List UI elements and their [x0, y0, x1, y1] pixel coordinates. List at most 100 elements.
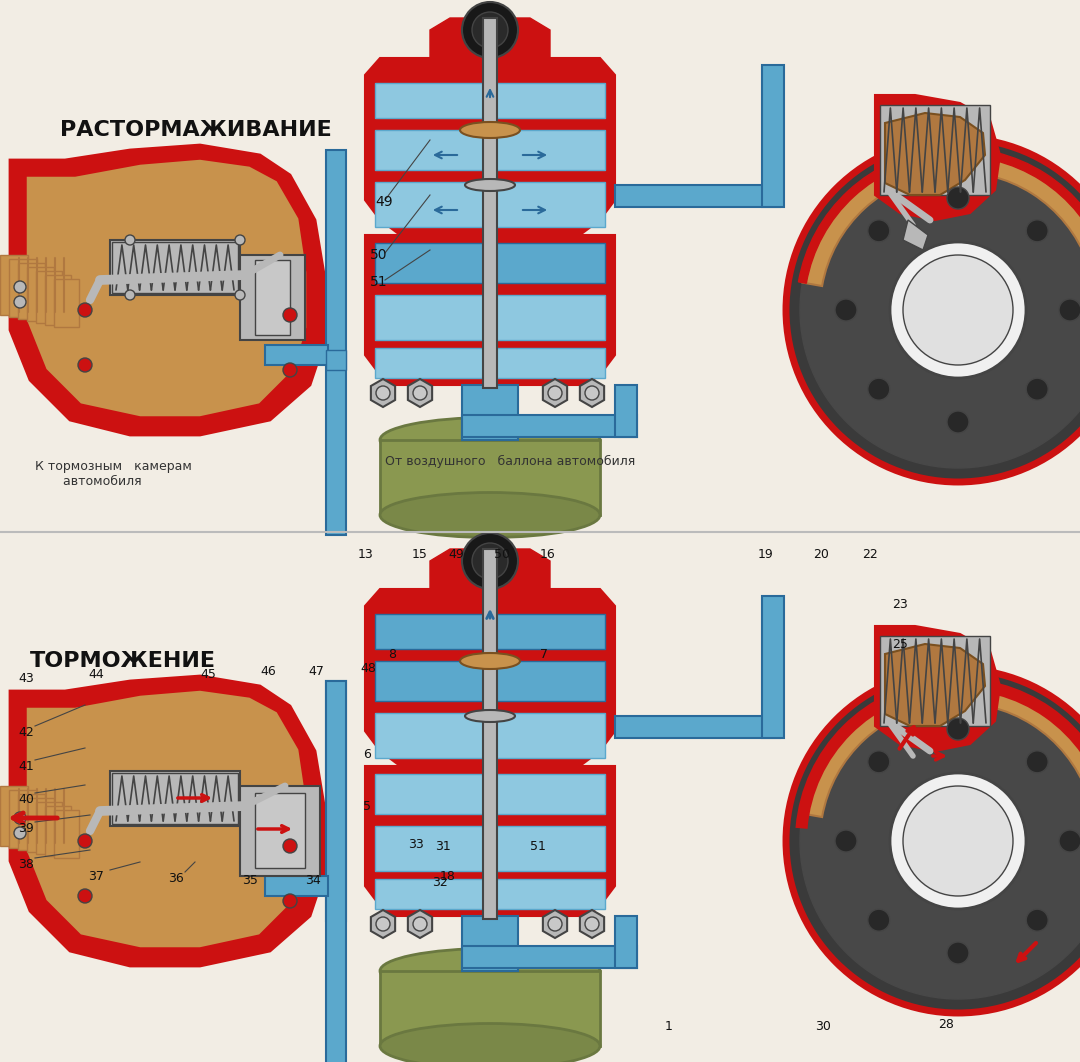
- Text: 16: 16: [540, 548, 556, 561]
- Bar: [483, 18, 497, 388]
- Bar: [380, 440, 600, 515]
- Bar: [462, 917, 518, 971]
- Circle shape: [472, 12, 508, 48]
- Bar: [265, 876, 328, 896]
- Circle shape: [283, 839, 297, 853]
- Text: 40: 40: [18, 793, 33, 806]
- Bar: [375, 243, 605, 282]
- Circle shape: [947, 411, 969, 433]
- Bar: [326, 350, 346, 370]
- Polygon shape: [408, 379, 432, 407]
- Text: 8: 8: [388, 648, 396, 661]
- Text: К тормозным   камерам
       автомобиля: К тормозным камерам автомобиля: [35, 460, 192, 489]
- Circle shape: [14, 812, 26, 824]
- Bar: [110, 771, 240, 826]
- Ellipse shape: [460, 122, 519, 138]
- Circle shape: [903, 786, 1013, 896]
- Bar: [375, 774, 605, 813]
- Polygon shape: [10, 676, 325, 966]
- Circle shape: [14, 296, 26, 308]
- Polygon shape: [18, 794, 45, 850]
- Circle shape: [1059, 299, 1080, 321]
- Text: 43: 43: [18, 672, 33, 685]
- Bar: [375, 182, 605, 227]
- Ellipse shape: [465, 179, 515, 191]
- Circle shape: [890, 242, 1026, 378]
- Polygon shape: [543, 379, 567, 407]
- Wedge shape: [798, 148, 1080, 284]
- Polygon shape: [365, 235, 615, 386]
- Circle shape: [868, 751, 890, 773]
- Text: 33: 33: [408, 838, 423, 851]
- Text: РАСТОРМАЖИВАНИЕ: РАСТОРМАЖИВАНИЕ: [60, 120, 332, 140]
- Bar: [326, 681, 346, 921]
- Polygon shape: [365, 766, 615, 917]
- Circle shape: [1026, 909, 1049, 931]
- Polygon shape: [370, 379, 395, 407]
- Polygon shape: [25, 689, 308, 949]
- Bar: [326, 150, 346, 535]
- Circle shape: [78, 358, 92, 372]
- Polygon shape: [580, 379, 604, 407]
- Text: 37: 37: [87, 870, 104, 883]
- Text: 7: 7: [540, 648, 548, 661]
- Polygon shape: [885, 644, 985, 726]
- Bar: [240, 255, 305, 340]
- Circle shape: [835, 299, 858, 321]
- Text: 51: 51: [530, 840, 545, 853]
- Text: 5: 5: [363, 800, 372, 813]
- Polygon shape: [0, 255, 28, 315]
- Polygon shape: [27, 798, 54, 852]
- Bar: [110, 240, 240, 295]
- Text: 20: 20: [813, 548, 828, 561]
- Polygon shape: [45, 275, 70, 325]
- Bar: [462, 415, 637, 436]
- Bar: [615, 185, 780, 207]
- Bar: [240, 786, 320, 876]
- Wedge shape: [802, 683, 1080, 817]
- Circle shape: [835, 830, 858, 852]
- Wedge shape: [797, 679, 1080, 827]
- Circle shape: [283, 894, 297, 908]
- Bar: [880, 636, 990, 726]
- Polygon shape: [18, 263, 45, 319]
- Bar: [375, 661, 605, 701]
- Bar: [375, 879, 605, 909]
- Bar: [615, 917, 637, 967]
- Circle shape: [868, 909, 890, 931]
- Bar: [462, 946, 637, 967]
- Circle shape: [14, 827, 26, 839]
- Circle shape: [890, 773, 1026, 909]
- Bar: [380, 971, 600, 1046]
- Polygon shape: [54, 279, 79, 327]
- Bar: [880, 105, 990, 195]
- Polygon shape: [365, 58, 615, 235]
- Text: 18: 18: [440, 870, 456, 883]
- Circle shape: [462, 533, 518, 589]
- Circle shape: [14, 281, 26, 293]
- Polygon shape: [365, 589, 615, 766]
- Circle shape: [472, 543, 508, 579]
- Polygon shape: [9, 790, 37, 847]
- Bar: [375, 713, 605, 758]
- Text: От воздушного   баллона автомобиля: От воздушного баллона автомобиля: [384, 455, 635, 468]
- Bar: [375, 130, 605, 170]
- Polygon shape: [36, 802, 62, 854]
- Polygon shape: [875, 95, 1000, 220]
- Circle shape: [78, 303, 92, 316]
- Ellipse shape: [380, 417, 600, 462]
- Circle shape: [125, 290, 135, 299]
- Circle shape: [1059, 830, 1080, 852]
- Circle shape: [413, 386, 427, 400]
- Bar: [375, 295, 605, 340]
- Text: 45: 45: [200, 668, 216, 681]
- Polygon shape: [27, 267, 54, 321]
- Circle shape: [868, 378, 890, 400]
- Polygon shape: [885, 113, 985, 195]
- Bar: [483, 549, 497, 919]
- Text: 1: 1: [665, 1020, 673, 1033]
- Text: 41: 41: [18, 760, 33, 773]
- Circle shape: [376, 386, 390, 400]
- Polygon shape: [875, 626, 1000, 751]
- Circle shape: [903, 255, 1013, 365]
